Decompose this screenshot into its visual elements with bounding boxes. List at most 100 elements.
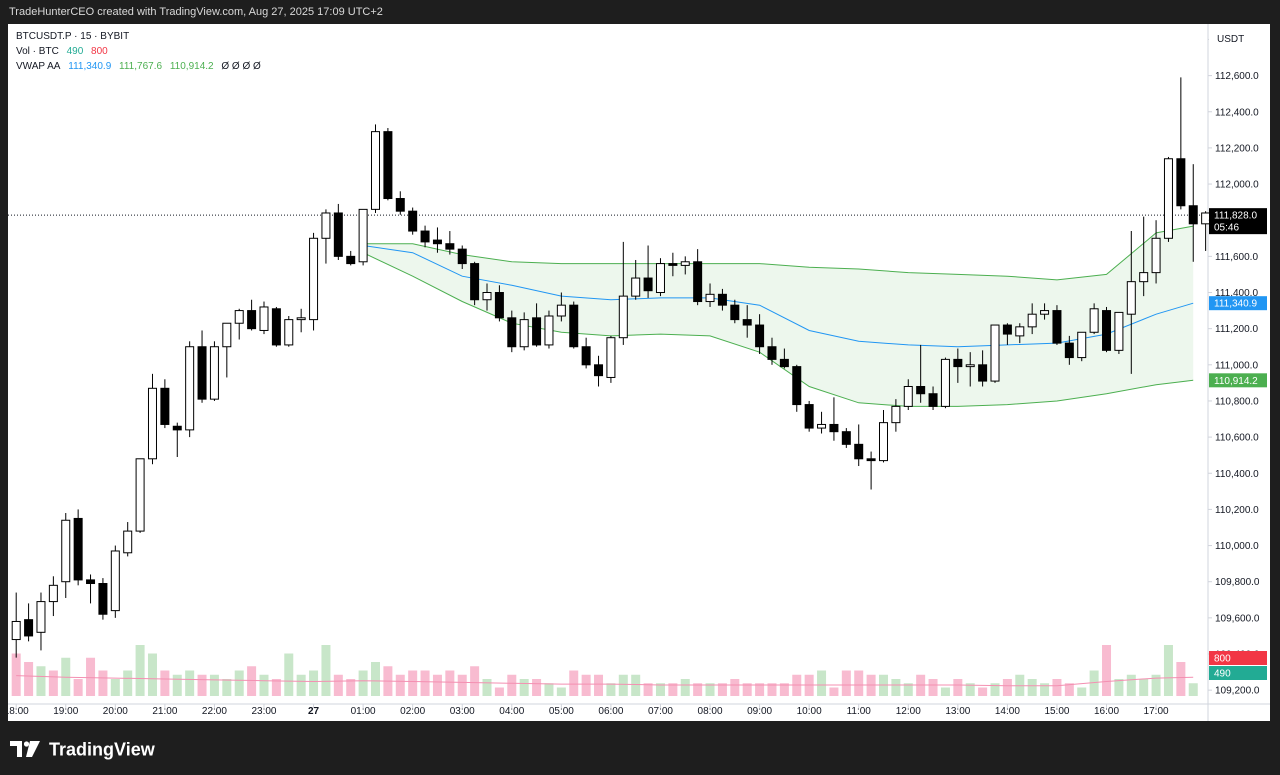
candle-up[interactable] — [284, 319, 294, 346]
candle-up[interactable] — [965, 364, 975, 368]
candle-up[interactable] — [903, 385, 913, 407]
candle-up[interactable] — [222, 322, 232, 348]
candle-down[interactable] — [854, 443, 864, 460]
candle-down[interactable] — [247, 310, 257, 330]
candle-down[interactable] — [730, 304, 740, 321]
candle-up[interactable] — [1077, 331, 1087, 359]
candle-up[interactable] — [296, 317, 306, 321]
candle-up[interactable] — [519, 319, 529, 348]
candle-down[interactable] — [346, 255, 356, 265]
candle-down[interactable] — [755, 324, 765, 348]
candle-up[interactable] — [940, 358, 950, 407]
price-chart[interactable]: 109,200.0109,400.0109,600.0109,800.0110,… — [8, 24, 1270, 721]
legend-symbol-row[interactable]: BTCUSDT.P · 15 · BYBIT — [16, 29, 261, 44]
candle-up[interactable] — [482, 292, 492, 301]
candle-down[interactable] — [804, 404, 814, 429]
candle-up[interactable] — [655, 263, 665, 294]
candle-up[interactable] — [1126, 281, 1136, 315]
candle-down[interactable] — [457, 248, 467, 265]
candle-down[interactable] — [172, 425, 182, 431]
candle-up[interactable] — [1163, 158, 1173, 239]
legend-symbol[interactable]: BTCUSDT.P · 15 · BYBIT — [16, 31, 130, 42]
candle-down[interactable] — [532, 317, 542, 346]
candle-up[interactable] — [358, 208, 368, 263]
candle-down[interactable] — [86, 579, 96, 585]
candle-down[interactable] — [643, 277, 653, 292]
candle-down[interactable] — [594, 364, 604, 377]
candle-up[interactable] — [209, 346, 219, 400]
candle-up[interactable] — [606, 337, 616, 378]
candle-up[interactable] — [990, 324, 1000, 382]
candle-up[interactable] — [11, 620, 21, 641]
candle-down[interactable] — [978, 364, 988, 382]
candle-up[interactable] — [544, 315, 554, 346]
candle-down[interactable] — [160, 387, 170, 425]
candle-up[interactable] — [321, 212, 331, 239]
candle-down[interactable] — [779, 358, 789, 368]
candle-down[interactable] — [841, 431, 851, 445]
candle-down[interactable] — [866, 458, 876, 462]
candle-up[interactable] — [259, 306, 269, 331]
candle-down[interactable] — [693, 261, 703, 303]
candle-down[interactable] — [445, 243, 455, 250]
candle-up[interactable] — [705, 293, 715, 303]
candle-up[interactable] — [36, 601, 46, 633]
candle-up[interactable] — [1139, 272, 1149, 283]
candle-up[interactable] — [234, 310, 244, 324]
candle-down[interactable] — [395, 198, 405, 212]
candle-up[interactable] — [1151, 237, 1161, 274]
candle-down[interactable] — [668, 263, 678, 266]
candle-up[interactable] — [817, 423, 827, 429]
candle-up[interactable] — [1027, 313, 1037, 328]
candle-down[interactable] — [24, 619, 34, 637]
candle-down[interactable] — [767, 346, 777, 360]
candle-down[interactable] — [408, 210, 418, 232]
candle-up[interactable] — [556, 304, 566, 317]
candle-up[interactable] — [110, 550, 120, 612]
candle-up[interactable] — [618, 295, 628, 339]
candle-down[interactable] — [953, 358, 963, 368]
candle-up[interactable] — [878, 422, 888, 462]
candle-up[interactable] — [185, 346, 195, 431]
candle-down[interactable] — [742, 319, 752, 326]
candle-up[interactable] — [1015, 326, 1025, 337]
chart-frame[interactable]: 109,200.0109,400.0109,600.0109,800.0110,… — [8, 24, 1270, 721]
candle-up[interactable] — [1201, 212, 1211, 225]
candle-up[interactable] — [135, 458, 145, 532]
candle-down[interactable] — [569, 304, 579, 348]
candle-down[interactable] — [73, 517, 83, 581]
candle-down[interactable] — [420, 230, 430, 243]
candle-down[interactable] — [1176, 158, 1186, 207]
candle-up[interactable] — [371, 131, 381, 210]
candle-down[interactable] — [792, 366, 802, 406]
candle-down[interactable] — [829, 423, 839, 433]
candle-up[interactable] — [680, 261, 690, 266]
candle-down[interactable] — [383, 131, 393, 200]
candle-down[interactable] — [581, 346, 591, 366]
candle-down[interactable] — [717, 293, 727, 306]
candle-down[interactable] — [916, 385, 926, 395]
candle-down[interactable] — [333, 212, 343, 257]
candle-down[interactable] — [507, 317, 517, 348]
candle-down[interactable] — [98, 583, 108, 615]
candle-down[interactable] — [470, 263, 480, 301]
candle-down[interactable] — [1188, 205, 1198, 225]
candle-up[interactable] — [631, 277, 641, 297]
candle-up[interactable] — [61, 519, 71, 583]
candle-up[interactable] — [48, 584, 58, 603]
candle-up[interactable] — [123, 530, 133, 554]
candle-down[interactable] — [1002, 324, 1012, 335]
candle-down[interactable] — [197, 346, 207, 400]
candle-up[interactable] — [1114, 311, 1124, 351]
candle-up[interactable] — [147, 387, 157, 460]
tradingview-brand[interactable]: TradingView — [10, 737, 155, 759]
candle-up[interactable] — [1089, 308, 1099, 333]
candle-up[interactable] — [891, 405, 901, 424]
candle-down[interactable] — [271, 308, 281, 346]
candle-down[interactable] — [1102, 310, 1112, 351]
candle-up[interactable] — [1040, 310, 1050, 315]
candle-up[interactable] — [309, 237, 319, 321]
candle-down[interactable] — [928, 393, 938, 407]
legend-volume-row[interactable]: Vol · BTC 490 800 — [16, 44, 261, 59]
candle-down[interactable] — [494, 292, 504, 319]
